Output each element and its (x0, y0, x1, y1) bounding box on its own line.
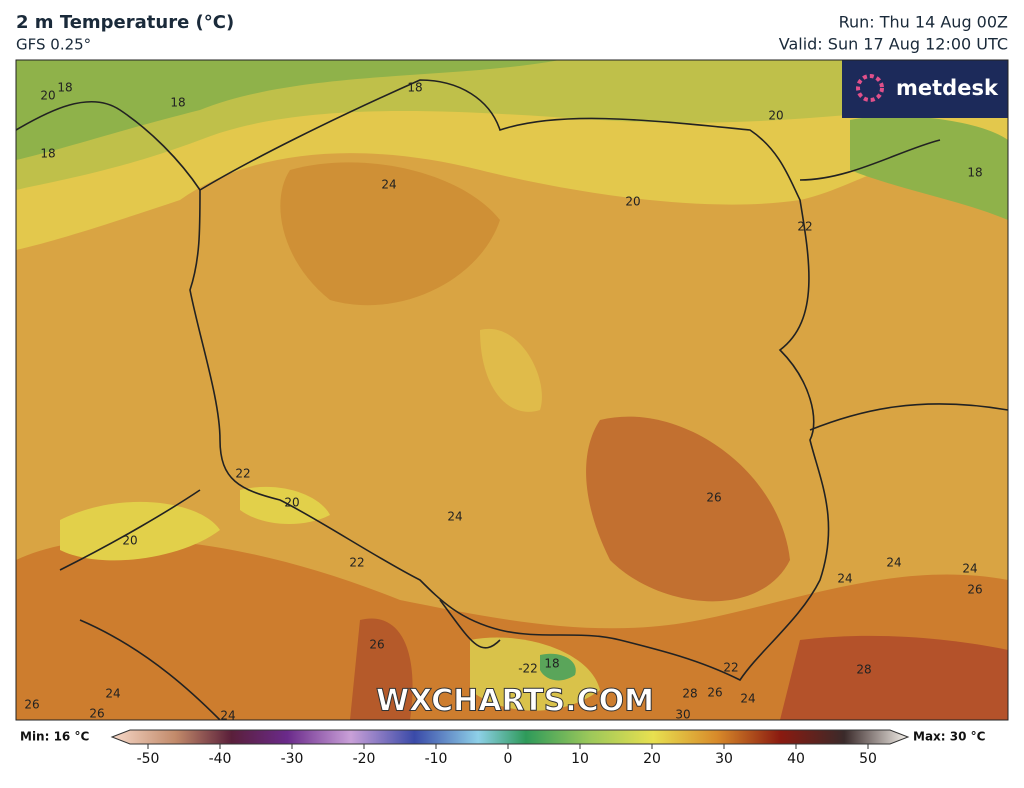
contour-label: 20 (768, 109, 783, 123)
contour-label: 20 (40, 89, 55, 103)
watermark: WXCHARTS.COM (376, 684, 654, 719)
contour-label: 20 (625, 195, 640, 209)
contour-label: 26 (89, 707, 104, 721)
colorbar-tick-label: -10 (425, 751, 448, 767)
colorbar-tick-label: 40 (787, 751, 805, 767)
contour-label: 18 (57, 81, 72, 95)
contour-label: 18 (170, 96, 185, 110)
contour-label: 18 (40, 147, 55, 161)
contour-label: 24 (447, 510, 462, 524)
contour-label: 26 (369, 638, 384, 652)
max-label: Max: 30 °C (913, 730, 986, 744)
colorbar-tick-label: 50 (859, 751, 877, 767)
contour-label: 24 (105, 687, 120, 701)
colorbar-tick-label: 10 (571, 751, 589, 767)
logo-text: metdesk (896, 76, 999, 100)
contour-label: 22 (349, 556, 364, 570)
contour-label: 24 (962, 562, 977, 576)
contour-label: 26 (967, 583, 982, 597)
contour-label: 22 (797, 220, 812, 234)
contour-label: 24 (381, 178, 396, 192)
contour-label: 26 (706, 491, 721, 505)
contour-label: 26 (707, 686, 722, 700)
title: 2 m Temperature (°C) (16, 12, 234, 33)
contour-label: 18 (544, 657, 559, 671)
contour-label: 28 (856, 663, 871, 677)
subtitle: GFS 0.25° (16, 36, 91, 54)
contour-label: 18 (967, 166, 982, 180)
contour-label: 22 (723, 661, 738, 675)
colorbar-tick-label: 0 (504, 751, 513, 767)
contour-label: 18 (407, 81, 422, 95)
contour-label: 20 (122, 534, 137, 548)
contour-label: 28 (682, 687, 697, 701)
contour-label: 24 (886, 556, 901, 570)
contour-label: 20 (284, 496, 299, 510)
map (16, 60, 1008, 720)
colorbar-tick-label: 30 (715, 751, 733, 767)
contour-label: 22 (235, 467, 250, 481)
colorbar-tick-label: -40 (209, 751, 232, 767)
colorbar-tick-label: -20 (353, 751, 376, 767)
map-frame (15, 59, 1009, 721)
colorbar-tick-label: -30 (281, 751, 304, 767)
colorbar-tick-label: 20 (643, 751, 661, 767)
run-time: Run: Thu 14 Aug 00Z (839, 13, 1008, 32)
contour-label: 24 (740, 692, 755, 706)
logo-box (842, 60, 1008, 118)
contour-label: 24 (220, 709, 235, 723)
colorbar-tick-label: -50 (137, 751, 160, 767)
contour-label: 26 (24, 698, 39, 712)
valid-time: Valid: Sun 17 Aug 12:00 UTC (779, 35, 1008, 54)
min-label: Min: 16 °C (20, 730, 89, 744)
logo-icon (856, 74, 884, 102)
colorbar (110, 729, 910, 745)
contour-label: 24 (837, 572, 852, 586)
contour-label: -22 (518, 662, 538, 676)
contour-label: 30 (675, 708, 690, 722)
